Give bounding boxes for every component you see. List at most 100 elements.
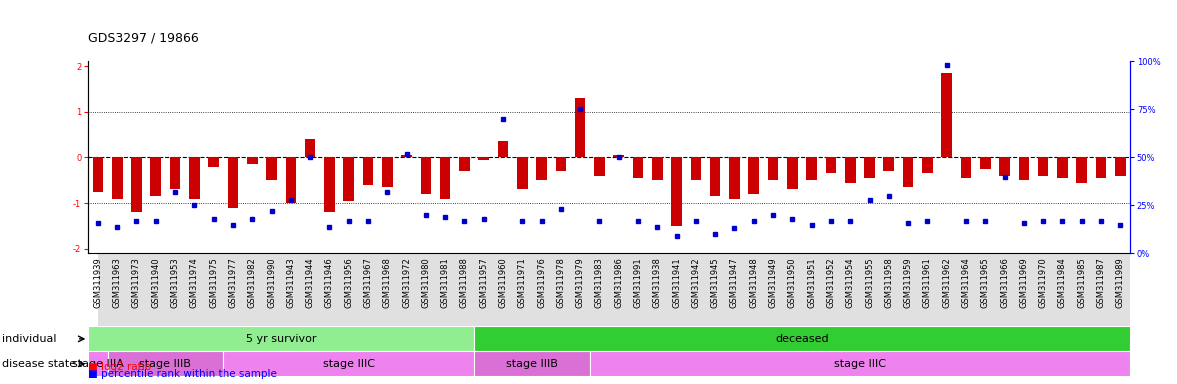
Text: GSM311953: GSM311953	[171, 257, 180, 308]
Text: stage IIIA: stage IIIA	[72, 359, 124, 369]
Bar	[151, 157, 161, 196]
Bar	[1096, 157, 1106, 178]
Text: GSM311979: GSM311979	[576, 257, 585, 308]
Bar	[845, 157, 856, 182]
Bar	[208, 157, 219, 167]
Bar	[710, 157, 720, 196]
Bar	[1038, 157, 1049, 176]
Bar	[363, 157, 373, 185]
Bar	[112, 157, 122, 199]
Text: GSM311958: GSM311958	[884, 257, 893, 308]
Bar	[401, 155, 412, 157]
Text: GSM311964: GSM311964	[962, 257, 971, 308]
Bar	[286, 157, 297, 203]
Text: GSM311960: GSM311960	[499, 257, 507, 308]
Text: GSM311988: GSM311988	[460, 257, 468, 308]
Bar	[960, 157, 971, 178]
Text: GSM311943: GSM311943	[286, 257, 295, 308]
Bar	[942, 73, 952, 157]
Text: GSM311968: GSM311968	[383, 257, 392, 308]
Text: GSM311966: GSM311966	[1000, 257, 1009, 308]
Text: GSM311956: GSM311956	[344, 257, 353, 308]
Text: GSM311984: GSM311984	[1058, 257, 1066, 308]
Bar	[652, 157, 663, 180]
Bar	[344, 157, 354, 201]
Text: GSM311959: GSM311959	[904, 257, 912, 308]
Text: GSM311989: GSM311989	[1116, 257, 1125, 308]
Text: GSM311944: GSM311944	[306, 257, 314, 308]
Bar	[88, 326, 474, 351]
Text: deceased: deceased	[776, 334, 829, 344]
Text: GSM311940: GSM311940	[152, 257, 160, 308]
Text: GSM311945: GSM311945	[711, 257, 719, 308]
Text: GSM311982: GSM311982	[247, 257, 257, 308]
Bar	[478, 157, 488, 160]
Bar	[474, 351, 590, 376]
Bar	[227, 157, 238, 208]
Text: GSM311950: GSM311950	[787, 257, 797, 308]
Text: GSM311974: GSM311974	[189, 257, 199, 308]
Bar	[613, 155, 624, 157]
Bar	[189, 157, 200, 199]
Text: GSM311985: GSM311985	[1077, 257, 1086, 308]
Bar	[324, 157, 334, 212]
Bar	[459, 157, 470, 171]
Text: GSM311948: GSM311948	[750, 257, 758, 308]
Text: GSM311975: GSM311975	[210, 257, 218, 308]
Text: GSM311978: GSM311978	[557, 257, 565, 308]
Text: GSM311951: GSM311951	[807, 257, 816, 308]
Bar	[806, 157, 817, 180]
Bar	[420, 157, 431, 194]
Text: GSM311991: GSM311991	[633, 257, 643, 308]
Text: GSM311967: GSM311967	[364, 257, 372, 308]
Bar	[440, 157, 451, 199]
Text: GSM311952: GSM311952	[826, 257, 836, 308]
Text: GSM311981: GSM311981	[440, 257, 450, 308]
Text: GDS3297 / 19866: GDS3297 / 19866	[88, 31, 199, 44]
Text: ■ percentile rank within the sample: ■ percentile rank within the sample	[88, 369, 277, 379]
Text: stage IIIB: stage IIIB	[506, 359, 558, 369]
Text: GSM311949: GSM311949	[769, 257, 778, 308]
Bar	[864, 157, 875, 178]
Bar	[980, 157, 991, 169]
Bar	[825, 157, 836, 174]
Text: GSM311938: GSM311938	[653, 257, 661, 308]
Bar	[131, 157, 141, 212]
Text: ■ log2 ratio: ■ log2 ratio	[88, 362, 152, 372]
Bar	[1115, 157, 1125, 176]
Text: stage IIIB: stage IIIB	[140, 359, 192, 369]
Bar	[93, 157, 104, 192]
Bar	[574, 98, 585, 157]
Bar	[224, 351, 474, 376]
Bar	[556, 157, 566, 171]
Text: stage IIIC: stage IIIC	[322, 359, 374, 369]
Text: GSM311941: GSM311941	[672, 257, 681, 308]
Bar	[633, 157, 644, 178]
Bar	[590, 351, 1130, 376]
Text: individual: individual	[2, 334, 56, 344]
Bar	[767, 157, 778, 180]
Text: GSM311970: GSM311970	[1038, 257, 1048, 308]
Text: GSM311987: GSM311987	[1097, 257, 1105, 308]
Text: GSM311986: GSM311986	[614, 257, 624, 308]
Text: GSM311965: GSM311965	[980, 257, 990, 308]
Text: GSM311947: GSM311947	[730, 257, 739, 308]
Bar	[305, 139, 315, 157]
Text: GSM311946: GSM311946	[325, 257, 334, 308]
Text: GSM311973: GSM311973	[132, 257, 141, 308]
Text: GSM311983: GSM311983	[594, 257, 604, 308]
Bar	[383, 157, 393, 187]
Bar	[749, 157, 759, 194]
Bar	[247, 157, 258, 164]
Text: GSM311955: GSM311955	[865, 257, 875, 308]
Bar	[517, 157, 527, 189]
Text: 5 yr survivor: 5 yr survivor	[246, 334, 317, 344]
Text: GSM311969: GSM311969	[1019, 257, 1029, 308]
Text: GSM311963: GSM311963	[113, 257, 121, 308]
Bar	[903, 157, 913, 187]
Bar	[1057, 157, 1068, 178]
Bar	[474, 326, 1130, 351]
Bar	[1077, 157, 1088, 182]
Text: GSM311977: GSM311977	[228, 257, 238, 308]
Text: GSM311939: GSM311939	[93, 257, 102, 308]
